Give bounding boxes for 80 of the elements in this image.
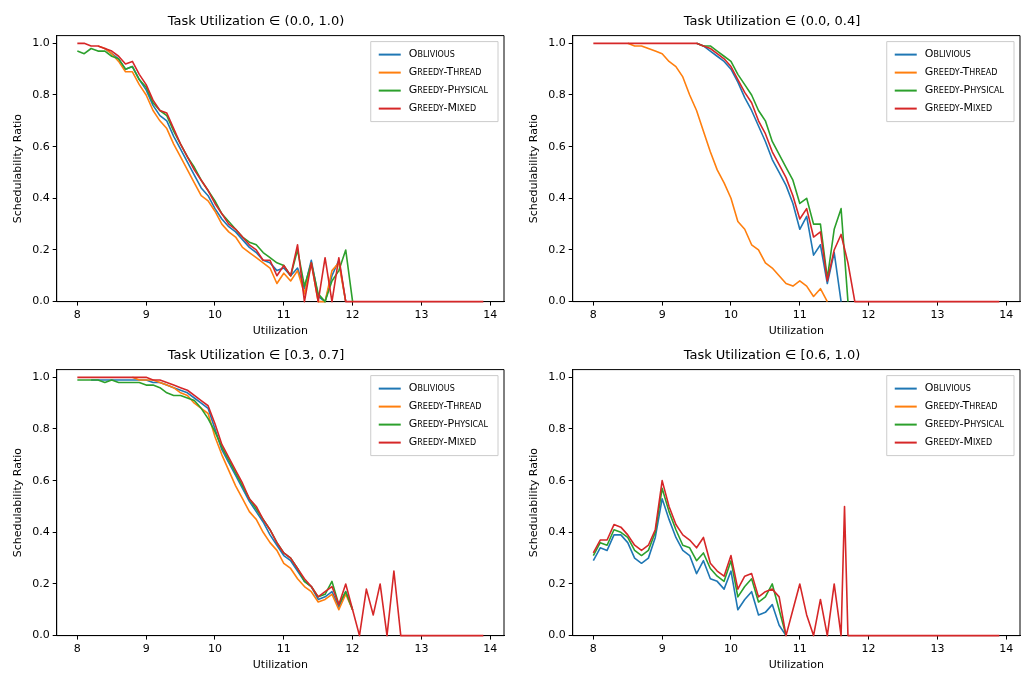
x-tick-label: 9: [658, 642, 666, 656]
y-tick-label: 0.2: [32, 576, 50, 590]
y-tick-label: 0.8: [548, 421, 566, 435]
x-tick-label: 13: [930, 642, 945, 656]
x-tick-label: 10: [723, 642, 738, 656]
legend-label: Greedy-Thread: [924, 399, 998, 413]
legend-label: Greedy-Physical: [408, 417, 489, 431]
x-tick-label: 11: [792, 308, 807, 322]
legend-label: Oblivious: [408, 47, 455, 61]
y-tick-label: 0.6: [548, 473, 566, 487]
x-tick-label: 12: [861, 308, 876, 322]
x-tick-label: 10: [723, 308, 738, 322]
legend-label: Greedy-Mixed: [408, 101, 477, 115]
legend-label: Greedy-Mixed: [924, 435, 993, 449]
x-tick-label: 14: [483, 308, 498, 322]
y-tick-label: 0.4: [548, 191, 566, 205]
x-tick-label: 12: [345, 308, 360, 322]
y-tick-label: 1.0: [548, 36, 566, 50]
y-tick-label: 1.0: [548, 370, 566, 384]
chart-title: Task Utilization ∈ (0.0, 0.4]: [682, 13, 861, 29]
y-tick-label: 0.6: [32, 473, 50, 487]
legend-label: Oblivious: [924, 47, 971, 61]
chart-title: Task Utilization ∈ [0.3, 0.7]: [166, 347, 345, 363]
x-tick-label: 11: [276, 308, 291, 322]
x-tick-label: 12: [345, 642, 360, 656]
x-tick-label: 8: [73, 642, 81, 656]
legend-label: Greedy-Thread: [408, 399, 482, 413]
x-axis-title: Utilization: [768, 658, 824, 672]
x-tick-label: 11: [276, 642, 291, 656]
x-axis-title: Utilization: [252, 324, 308, 338]
legend-label: Oblivious: [408, 381, 455, 395]
x-tick-label: 8: [589, 642, 597, 656]
x-tick-label: 14: [999, 308, 1014, 322]
y-tick-label: 0.6: [548, 139, 566, 153]
x-tick-label: 9: [142, 308, 150, 322]
legend-label: Greedy-Mixed: [408, 435, 477, 449]
legend-label: Oblivious: [924, 381, 971, 395]
legend-label: Greedy-Thread: [408, 65, 482, 79]
y-tick-label: 0.2: [32, 242, 50, 256]
x-tick-label: 10: [207, 308, 222, 322]
y-tick-label: 0.4: [32, 525, 50, 539]
y-axis-title: Schedulability Ratio: [527, 113, 541, 224]
x-tick-label: 11: [792, 642, 807, 656]
x-axis-title: Utilization: [768, 324, 824, 338]
x-tick-label: 9: [142, 642, 150, 656]
x-tick-label: 12: [861, 642, 876, 656]
legend-label: Greedy-Physical: [408, 83, 489, 97]
y-axis-title: Schedulability Ratio: [527, 447, 541, 558]
y-axis-title: Schedulability Ratio: [11, 113, 25, 224]
y-tick-label: 0.0: [32, 628, 50, 642]
x-tick-label: 9: [658, 308, 666, 322]
legend-label: Greedy-Thread: [924, 65, 998, 79]
x-tick-label: 8: [589, 308, 597, 322]
chart-title: Task Utilization ∈ [0.6, 1.0): [682, 347, 861, 363]
y-tick-label: 0.8: [548, 87, 566, 101]
legend-label: Greedy-Mixed: [924, 101, 993, 115]
y-axis-title: Schedulability Ratio: [11, 447, 25, 558]
y-tick-label: 0.6: [32, 139, 50, 153]
legend-label: Greedy-Physical: [924, 83, 1005, 97]
y-tick-label: 0.8: [32, 87, 50, 101]
y-tick-label: 1.0: [32, 370, 50, 384]
x-tick-label: 13: [414, 642, 429, 656]
x-tick-label: 8: [73, 308, 81, 322]
y-tick-label: 0.0: [548, 628, 566, 642]
chart-title: Task Utilization ∈ (0.0, 1.0): [166, 13, 345, 29]
x-tick-label: 14: [483, 642, 498, 656]
y-tick-label: 0.2: [548, 242, 566, 256]
x-tick-label: 13: [414, 308, 429, 322]
y-tick-label: 0.2: [548, 576, 566, 590]
legend-label: Greedy-Physical: [924, 417, 1005, 431]
x-axis-title: Utilization: [252, 658, 308, 672]
y-tick-label: 0.8: [32, 421, 50, 435]
y-tick-label: 0.0: [548, 294, 566, 308]
x-tick-label: 14: [999, 642, 1014, 656]
x-tick-label: 10: [207, 642, 222, 656]
y-tick-label: 0.4: [548, 525, 566, 539]
y-tick-label: 0.4: [32, 191, 50, 205]
y-tick-label: 0.0: [32, 294, 50, 308]
y-tick-label: 1.0: [32, 36, 50, 50]
x-tick-label: 13: [930, 308, 945, 322]
